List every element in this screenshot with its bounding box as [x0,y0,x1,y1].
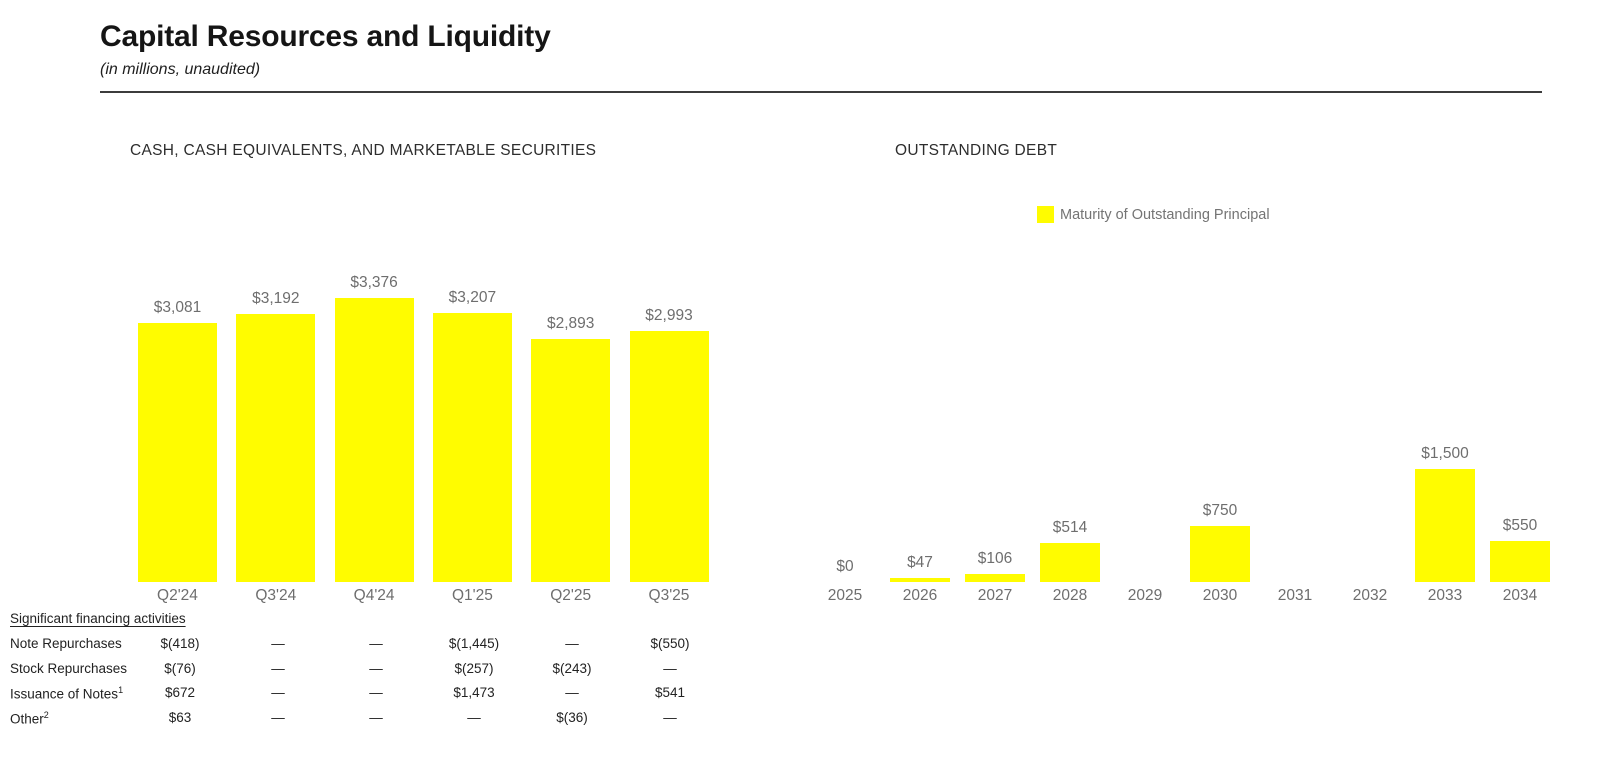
table-row-label: Note Repurchases [10,636,122,651]
table-cell: $541 [654,685,686,700]
cash-value-label-Q2'24: $3,081 [153,299,202,316]
legend-swatch-icon [1037,206,1054,223]
debt-axis-label-2034: 2034 [1502,587,1538,604]
table-cell: $(418) [160,636,200,651]
cash-chart-title: CASH, CASH EQUIVALENTS, AND MARKETABLE S… [130,142,597,159]
table-cell: $(1,445) [448,636,500,651]
table-cell: — [565,636,579,651]
debt-value-label-2027: $106 [977,550,1013,567]
table-cell: $(243) [552,661,592,676]
table-cell: — [271,636,285,651]
debt-value-label-2033: $1,500 [1421,445,1469,462]
debt-value-label-2034: $550 [1502,517,1538,534]
cash-value-label-Q2'25: $2,893 [546,315,595,332]
debt-axis-label-2026: 2026 [902,587,938,604]
debt-value-label-2025: $0 [836,558,854,575]
cash-bar-Q4'24 [334,298,414,582]
cash-axis-label-Q3'25: Q3'25 [648,587,690,604]
cash-bar-Q2'24 [138,323,217,582]
cash-bar-Q2'25 [531,339,611,582]
cash-bar-Q3'24 [236,314,316,582]
legend-label: Maturity of Outstanding Principal [1060,206,1270,223]
table-cell: $63 [168,710,192,725]
cash-value-label-Q3'25: $2,993 [645,307,693,324]
debt-axis-label-2027: 2027 [977,587,1013,604]
debt-bar-2027 [965,574,1025,582]
table-row-label: Issuance of Notes1 [10,685,124,702]
debt-axis-label-2028: 2028 [1052,587,1088,604]
table-cell: — [467,710,481,725]
table-cell: — [369,661,383,676]
table-cell: $(257) [454,661,494,676]
table-cell: — [369,636,383,651]
table-cell: $672 [164,685,196,700]
debt-chart-legend: Maturity of Outstanding Principal [1037,206,1270,223]
cash-bar-Q3'25 [629,331,709,582]
cash-value-label-Q1'25: $3,207 [448,289,497,306]
table-cell: — [271,661,285,676]
debt-axis-label-2025: 2025 [827,587,863,604]
page-subtitle: (in millions, unaudited) [100,61,261,78]
debt-bar-2026 [890,578,950,582]
cash-bar-Q1'25 [432,313,512,582]
debt-value-label-2030: $750 [1202,502,1238,519]
debt-chart-title: OUTSTANDING DEBT [895,142,1058,159]
table-cell: $1,473 [453,685,495,700]
debt-bar-2030 [1190,526,1250,582]
debt-axis-label-2030: 2030 [1202,587,1238,604]
debt-value-label-2026: $47 [907,554,933,571]
table-row-label: Other2 [10,710,49,727]
cash-axis-label-Q1'25: Q1'25 [451,587,493,604]
header-divider [100,91,1542,93]
debt-bar-2034 [1490,541,1550,582]
financing-table-heading: Significant financing activities [10,611,186,626]
table-cell: $(76) [164,661,196,676]
cash-axis-label-Q2'24: Q2'24 [157,587,198,604]
table-cell: — [271,710,285,725]
debt-axis-label-2031: 2031 [1277,587,1313,604]
table-cell: $(36) [556,710,588,725]
debt-value-label-2028: $514 [1052,519,1088,536]
table-cell: — [369,685,383,700]
table-cell: — [271,685,285,700]
table-cell: $(550) [650,636,690,651]
cash-value-label-Q4'24: $3,376 [350,274,398,291]
table-row-label: Stock Repurchases [10,661,128,676]
table-cell: — [565,685,579,700]
table-cell: — [369,710,383,725]
debt-axis-label-2033: 2033 [1427,587,1463,604]
table-cell: — [663,661,677,676]
cash-value-label-Q3'24: $3,192 [252,290,300,307]
cash-axis-label-Q3'24: Q3'24 [255,587,297,604]
page-title: Capital Resources and Liquidity [100,20,551,53]
table-cell: — [663,710,677,725]
cash-axis-label-Q2'25: Q2'25 [550,587,592,604]
debt-axis-label-2032: 2032 [1352,587,1388,604]
cash-axis-label-Q4'24: Q4'24 [353,587,395,604]
debt-axis-label-2029: 2029 [1127,587,1163,604]
debt-bar-2028 [1040,543,1100,582]
debt-bar-2033 [1415,469,1475,582]
